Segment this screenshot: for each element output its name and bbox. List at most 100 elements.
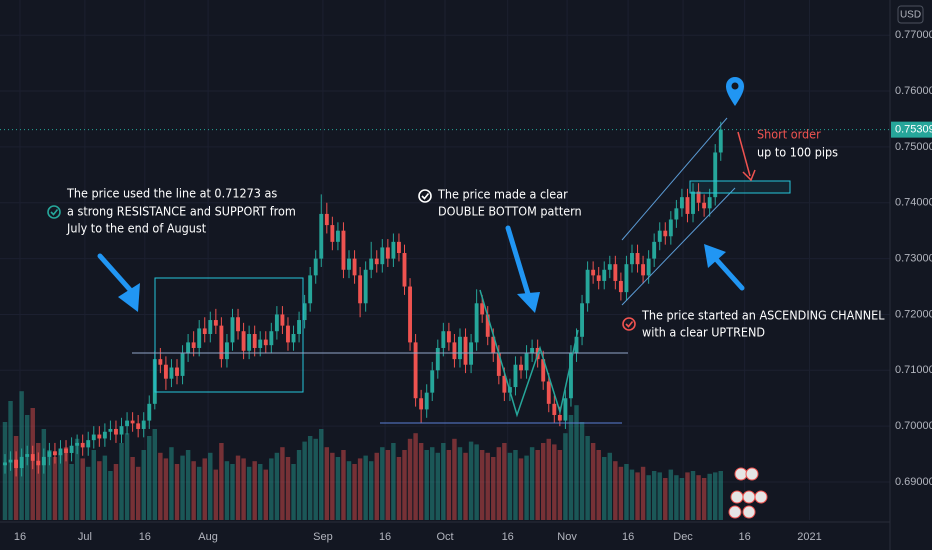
volume-bar (330, 452, 335, 520)
candle-body (75, 442, 80, 446)
volume-bar (130, 457, 135, 520)
candle-body (718, 129, 723, 153)
volume-bar (418, 443, 424, 520)
last-price-badge (891, 121, 932, 138)
candle-body (385, 247, 390, 259)
volume-bar (568, 415, 574, 520)
check-mark (421, 193, 430, 200)
volume-bar (319, 429, 324, 520)
candle-body (546, 381, 551, 404)
candle-body (86, 440, 91, 448)
candle-body (308, 275, 313, 304)
volume-bar (463, 452, 468, 520)
pin-marker (726, 77, 744, 106)
x-tick-label: 2021 (797, 531, 821, 543)
volume-bar (36, 443, 41, 520)
candle-body (491, 336, 496, 354)
event-marker (745, 467, 759, 481)
event-marker (734, 467, 748, 481)
volume-bar (668, 469, 674, 520)
candle-body (97, 434, 102, 439)
candle-body (679, 197, 684, 209)
candle-body (513, 364, 518, 388)
volume-bar (158, 452, 163, 520)
candle-body (596, 275, 601, 281)
volume-bar (441, 443, 446, 520)
candle-body (363, 269, 368, 304)
x-tick-label: 16 (379, 531, 391, 543)
candle-body (286, 325, 290, 343)
candle-body (136, 423, 141, 429)
double-bottom-zigzag (479, 289, 579, 418)
volume-bar (613, 461, 618, 520)
volume-bar (374, 452, 379, 520)
candle-body (213, 320, 218, 326)
volume-bar (363, 455, 368, 520)
volume-bar (185, 450, 191, 520)
candle-body (224, 342, 229, 360)
candle-body (180, 353, 185, 376)
volume-bar (263, 469, 268, 520)
currency-badge (897, 5, 924, 24)
candle-body (158, 359, 163, 365)
candle-body (663, 230, 668, 237)
candle-body (380, 247, 385, 265)
volume-bar (41, 429, 47, 520)
candle-body (341, 230, 346, 270)
candle-body (236, 317, 240, 332)
candle-body (469, 342, 474, 365)
candle-body (208, 320, 213, 335)
candle-body (125, 420, 130, 427)
candle-body (668, 219, 673, 237)
pin-dot (731, 82, 739, 90)
candle-body (297, 320, 302, 335)
annotation: Short order (757, 127, 821, 142)
volume-bar (230, 464, 235, 520)
candle-body (119, 426, 124, 435)
volume-bar (507, 452, 513, 520)
volume-bar (607, 452, 613, 520)
candle-body (641, 264, 646, 276)
arrow (505, 225, 531, 297)
candle-body (291, 334, 296, 343)
candle-body (64, 448, 68, 453)
volume-bar (496, 447, 502, 520)
volume-bar (446, 450, 452, 520)
x-tick-label: 16 (622, 531, 634, 543)
candle-body (186, 342, 191, 354)
channel-bottom (621, 187, 736, 306)
volume-bar (524, 455, 529, 520)
x-tick-label: 16 (739, 531, 751, 543)
volume-bar (629, 469, 635, 520)
x-tick-label: Oct (436, 531, 453, 543)
volume-bar (307, 436, 313, 520)
candle-body (430, 370, 435, 393)
volume-bar (119, 443, 124, 520)
drawings (47, 77, 791, 519)
volume-bar (269, 458, 274, 520)
candle-body (130, 420, 135, 424)
annotation: The price made a clear (437, 187, 568, 202)
channel-top (621, 117, 728, 241)
candle-body (618, 280, 623, 293)
currency: USD (900, 10, 921, 21)
volume-bar (624, 464, 629, 520)
volume-bar (280, 447, 285, 520)
volume-bar (246, 466, 252, 520)
annotation: The price started an ASCENDING CHANNEL (641, 308, 885, 323)
candle-body (652, 241, 657, 259)
candle-body (169, 367, 174, 379)
candle-body (191, 342, 196, 348)
candle-body (419, 398, 424, 410)
volume-bar (80, 458, 85, 520)
candle-body (569, 353, 573, 399)
candle-body (374, 258, 379, 265)
volume-bar (213, 469, 219, 520)
y-tick-label: 0.75000 (895, 141, 932, 153)
check-mark (50, 209, 59, 216)
candle-body (424, 392, 429, 410)
check-icon (622, 317, 636, 331)
volume-bar (169, 447, 174, 520)
candle-body (147, 403, 152, 421)
candle-body (674, 208, 679, 220)
